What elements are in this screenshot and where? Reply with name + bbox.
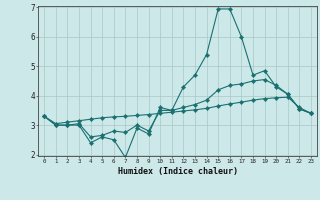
X-axis label: Humidex (Indice chaleur): Humidex (Indice chaleur) [118,167,238,176]
